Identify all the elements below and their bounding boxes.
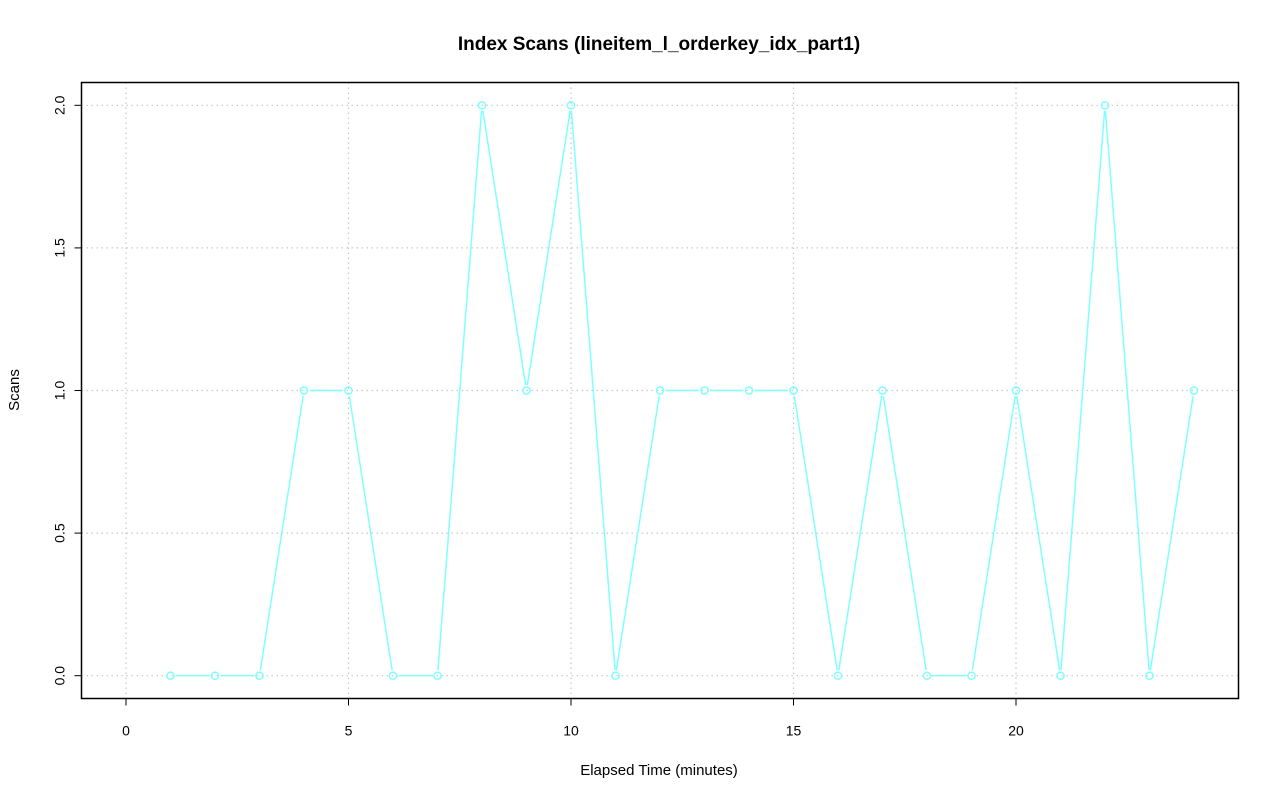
- data-point: [833, 671, 843, 681]
- data-point: [388, 671, 398, 681]
- series: [166, 100, 1199, 681]
- series-line-segment: [259, 395, 304, 671]
- data-point: [1056, 671, 1065, 681]
- series-line-segment: [1149, 395, 1194, 671]
- y-axis-label: Scans: [6, 369, 23, 411]
- y-tick-label: 0.5: [52, 523, 68, 543]
- data-point: [789, 386, 798, 395]
- series-line-segment: [348, 395, 393, 671]
- x-axis-label: Elapsed Time (minutes): [580, 762, 738, 779]
- data-point: [744, 386, 754, 395]
- y-tick-label: 0.0: [52, 666, 68, 686]
- data-point: [878, 386, 887, 395]
- series-line-segment: [526, 110, 571, 386]
- series-line-segment: [793, 395, 838, 671]
- data-point: [655, 386, 665, 395]
- x-tick-label: 0: [122, 723, 130, 739]
- chart-title: Index Scans (lineitem_l_orderkey_idx_par…: [458, 34, 860, 55]
- y-tick-label: 1.5: [52, 238, 68, 258]
- data-point: [299, 386, 309, 395]
- data-point: [566, 100, 576, 110]
- y-axis: 0.0 0.5 1.0 1.5 2.0: [52, 95, 82, 685]
- series-line-segment: [882, 395, 927, 671]
- series-line-segment: [570, 110, 616, 671]
- data-point: [522, 386, 531, 395]
- x-tick-label: 10: [563, 723, 579, 739]
- grid: [81, 82, 1239, 699]
- series-line-segment: [838, 395, 883, 671]
- series-group: [166, 100, 1199, 681]
- series-line-segment: [1060, 110, 1106, 671]
- series-line-segment: [437, 110, 483, 671]
- series-line-segment: [971, 395, 1016, 671]
- series-line-segment: [615, 395, 660, 671]
- data-point: [700, 386, 709, 395]
- data-point: [166, 671, 175, 681]
- data-point: [967, 671, 976, 681]
- data-point: [210, 671, 220, 681]
- data-point: [433, 671, 442, 681]
- plot-frame: [80, 81, 1240, 700]
- data-point: [1011, 386, 1021, 395]
- data-point: [1145, 671, 1154, 681]
- x-tick-label: 20: [1008, 723, 1024, 739]
- x-tick-label: 5: [345, 723, 353, 739]
- data-point: [1100, 100, 1110, 110]
- x-tick-label: 15: [786, 723, 802, 739]
- x-axis: 0 5 10 15 20: [122, 698, 1024, 739]
- y-tick-label: 2.0: [52, 95, 68, 115]
- series-line-segment: [1104, 110, 1150, 671]
- data-point: [255, 671, 264, 681]
- series-line-segment: [1016, 395, 1061, 671]
- data-point: [477, 100, 487, 110]
- y-tick-label: 1.0: [52, 381, 68, 401]
- data-point: [922, 671, 932, 681]
- data-point: [344, 386, 353, 395]
- data-point: [611, 671, 620, 681]
- series-line-segment: [482, 110, 527, 386]
- data-point: [1189, 386, 1199, 395]
